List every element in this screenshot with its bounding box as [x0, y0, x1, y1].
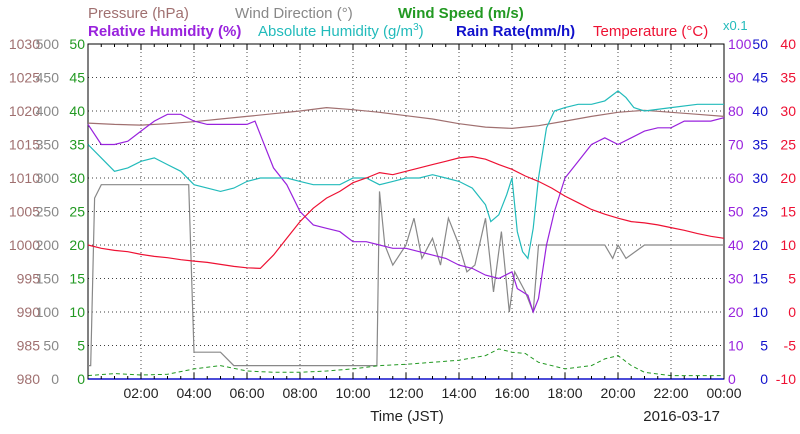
wind-speed-tick-label: 45: [69, 70, 85, 86]
grid: [87, 43, 725, 380]
x-tick-label: 18:00: [547, 385, 582, 401]
wind-speed-tick-label: 5: [77, 338, 85, 354]
pressure-tick-label: 1030: [9, 36, 40, 52]
x-tick-label: 12:00: [388, 385, 423, 401]
wind-speed-title: Wind Speed (m/s): [398, 5, 524, 22]
temperature-tick-label: 35: [780, 70, 796, 86]
wind-direction-tick-label: 150: [36, 271, 60, 287]
temperature-tick-label: -5: [784, 338, 797, 354]
wind-direction-tick-label: 50: [43, 338, 59, 354]
temperature-tick-label: 10: [780, 237, 796, 253]
rain-rate-tick-label: 25: [752, 204, 768, 220]
wind-direction-tick-label: 100: [36, 304, 60, 320]
humidity-tick-label: 30: [728, 271, 744, 287]
temperature-tick-label: 0: [788, 304, 796, 320]
temperature-tick-label: 15: [780, 204, 796, 220]
rain-rate-tick-label: 5: [760, 338, 768, 354]
rain-rate-tick-label: 50: [752, 36, 768, 52]
wind-direction-tick-label: 500: [36, 36, 60, 52]
pressure-tick-label: 985: [17, 338, 41, 354]
wind-direction-tick-label: 400: [36, 103, 60, 119]
wind-direction-tick-label: 200: [36, 237, 60, 253]
rain-rate-tick-label: 35: [752, 137, 768, 153]
wind-speed-tick-label: 10: [69, 304, 85, 320]
temperature-tick-label: 25: [780, 137, 796, 153]
series-group: [87, 90, 725, 380]
pressure-tick-label: 1010: [9, 170, 40, 186]
x-tick-label: 16:00: [494, 385, 529, 401]
wind-speed-tick-label: 30: [69, 170, 85, 186]
x-tick-label: 00:00: [706, 385, 741, 401]
rain-rate-tick-label: 15: [752, 271, 768, 287]
absolute-humidity-title: Absolute Humidity (g/m3): [258, 22, 424, 40]
wind-speed-tick-label: 25: [69, 204, 85, 220]
wind-speed-tick-label: 40: [69, 103, 85, 119]
humidity-tick-label: 90: [728, 70, 744, 86]
pressure-tick-label: 1005: [9, 204, 40, 220]
temperature-tick-label: -10: [776, 371, 796, 387]
humidity-tick-label: 10: [728, 338, 744, 354]
rain-rate-title: Rain Rate(mm/h): [456, 23, 575, 40]
x-tick-label: 04:00: [176, 385, 211, 401]
wind-direction-title: Wind Direction (°): [235, 5, 353, 22]
wind-speed-tick-label: 20: [69, 237, 85, 253]
x-tick-label: 14:00: [441, 385, 476, 401]
axes-group: 02:00 04:00 06:00 08:00 10:00 12:00 14:00 16:00…: [9, 36, 796, 401]
pressure-tick-label: 1000: [9, 237, 40, 253]
wind-direction-tick-label: 350: [36, 137, 60, 153]
humidity-tick-label: 50: [728, 204, 744, 220]
rain-rate-tick-label: 40: [752, 103, 768, 119]
wind-speed-tick-label: 0: [77, 371, 85, 387]
pressure-tick-label: 1020: [9, 103, 40, 119]
x-tick-label: 10:00: [335, 385, 370, 401]
pressure-tick-label: 1015: [9, 137, 40, 153]
pressure-tick-label: 995: [17, 271, 41, 287]
temperature-line: [87, 155, 725, 270]
humidity-tick-label: 100: [728, 36, 752, 52]
absolute-humidity-line: [87, 90, 724, 260]
relative-humidity-title: Relative Humidity (%): [88, 23, 241, 40]
rain-rate-tick-label: 20: [752, 237, 768, 253]
rain-rate-tick-label: 45: [752, 70, 768, 86]
temperature-tick-label: 40: [780, 36, 796, 52]
pressure-title: Pressure (hPa): [88, 5, 189, 22]
wind-direction-tick-label: 450: [36, 70, 60, 86]
x-axis-label: Time (JST): [370, 408, 444, 425]
pressure-tick-label: 990: [17, 304, 41, 320]
humidity-tick-label: 40: [728, 237, 744, 253]
x-tick-label: 06:00: [229, 385, 264, 401]
wind-speed-tick-label: 50: [69, 36, 85, 52]
rain-rate-tick-label: 30: [752, 170, 768, 186]
date-label: 2016-03-17: [643, 408, 720, 425]
x-tick-label: 02:00: [123, 385, 158, 401]
humidity-tick-label: 70: [728, 137, 744, 153]
rain-rate-tick-label: 0: [760, 371, 768, 387]
x-tick-label: 22:00: [653, 385, 688, 401]
temperature-tick-label: 20: [780, 170, 796, 186]
wind-speed-line: [87, 348, 724, 377]
humidity-tick-label: 0: [728, 371, 736, 387]
x-tick-label: 20:00: [600, 385, 635, 401]
wind-speed-tick-label: 35: [69, 137, 85, 153]
wind-direction-tick-label: 250: [36, 204, 60, 220]
scale-note: x0.1: [723, 18, 748, 33]
wind-direction-line: [88, 184, 724, 367]
rain-rate-tick-label: 10: [752, 304, 768, 320]
temperature-tick-label: 30: [780, 103, 796, 119]
temperature-title: Temperature (°C): [593, 23, 708, 40]
wind-direction-tick-label: 0: [51, 371, 59, 387]
wind-direction-tick-label: 300: [36, 170, 60, 186]
wind-speed-tick-label: 15: [69, 271, 85, 287]
relative-humidity-line: [87, 113, 725, 314]
pressure-tick-label: 980: [17, 371, 41, 387]
x-tick-label: 08:00: [282, 385, 317, 401]
humidity-tick-label: 60: [728, 170, 744, 186]
pressure-tick-label: 1025: [9, 70, 40, 86]
humidity-tick-label: 80: [728, 103, 744, 119]
temperature-tick-label: 5: [788, 271, 796, 287]
humidity-tick-label: 20: [728, 304, 744, 320]
